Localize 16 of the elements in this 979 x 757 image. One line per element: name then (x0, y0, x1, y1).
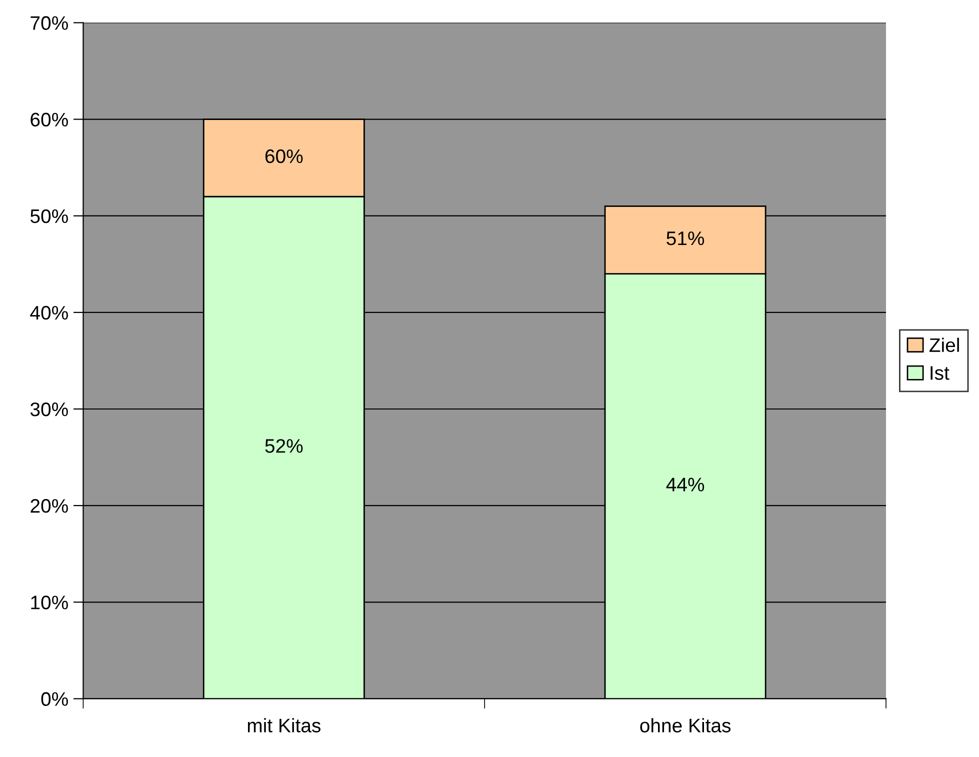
data-label: 52% (265, 439, 303, 453)
total-label: 51% (666, 232, 704, 246)
data-label: 44% (666, 478, 704, 492)
y-tick-label: 20% (30, 499, 68, 513)
y-tick-label: 30% (30, 402, 68, 416)
y-tick-label: 60% (30, 112, 68, 127)
y-tick-label: 0% (41, 692, 68, 706)
y-tick-label: 50% (30, 209, 68, 224)
legend-label: Ist (930, 366, 950, 380)
x-tick-label: mit Kitas (248, 718, 320, 732)
y-tick-label: 10% (31, 596, 68, 610)
y-tick-label: 40% (30, 306, 68, 320)
total-label: 60% (265, 149, 303, 164)
y-tick-label: 70% (30, 16, 68, 30)
legend-label: Ziel (930, 338, 959, 352)
x-tick-label: ohne Kitas (640, 718, 731, 732)
